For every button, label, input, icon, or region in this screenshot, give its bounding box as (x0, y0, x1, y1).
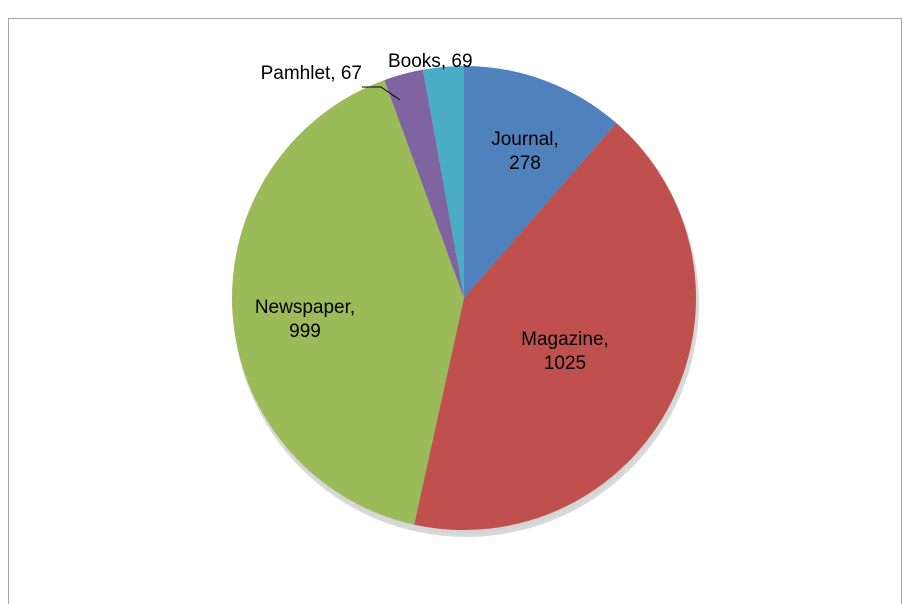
label-category: Journal (470, 128, 580, 152)
label-category: Pamhlet (261, 63, 336, 84)
chart-frame (8, 18, 902, 604)
label-value: 67 (340, 63, 362, 84)
leader-line (362, 86, 401, 101)
data-label: Newspaper999 (225, 296, 385, 344)
pie-slice (422, 66, 464, 298)
label-value: 1025 (543, 353, 587, 374)
data-label: Books 69 (388, 50, 498, 74)
label-category: Magazine (490, 328, 640, 352)
label-value: 69 (451, 51, 473, 72)
pie-slice (414, 123, 696, 530)
pie-slice (384, 69, 464, 298)
label-value: 278 (509, 153, 541, 174)
label-category: Books (388, 51, 446, 72)
data-label: Magazine1025 (490, 328, 640, 376)
data-label: Journal278 (470, 128, 580, 176)
label-value: 999 (289, 321, 321, 342)
data-label: Pamhlet 67 (200, 62, 362, 86)
label-category: Newspaper (225, 296, 385, 320)
pie-slice (464, 66, 617, 298)
